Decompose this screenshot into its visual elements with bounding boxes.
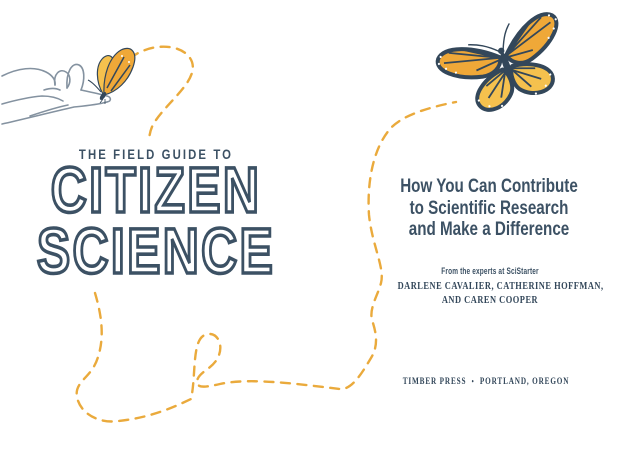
monarch-butterfly-icon	[435, 12, 559, 112]
book-title-line2: SCIENCE	[35, 215, 276, 287]
publisher-imprint: TIMBER PRESS • PORTLAND, OREGON	[402, 377, 569, 387]
publisher-name: TIMBER PRESS	[402, 377, 467, 387]
book-title-line1: CITIZEN	[49, 154, 262, 226]
publisher-location: PORTLAND, OREGON	[479, 377, 570, 387]
perched-butterfly-icon	[87, 47, 136, 104]
series-kicker: THE FIELD GUIDE TO	[78, 147, 234, 162]
book-title: CITIZEN SCIENCE	[34, 154, 277, 287]
experts-credit: From the experts at SciStarter	[441, 266, 539, 276]
flight-path-loop	[75, 100, 458, 423]
flight-path-hook	[128, 45, 194, 141]
subtitle-line1: How You Can Contribute	[400, 176, 578, 197]
hand-icon	[1, 63, 112, 125]
flight-path-trail-icon	[75, 45, 458, 423]
authors-line2: AND CAREN COOPER	[441, 294, 539, 306]
book-subtitle: How You Can Contribute to Scientific Res…	[361, 176, 617, 241]
subtitle-line3: and Make a Difference	[408, 219, 570, 240]
subtitle-line2: to Scientific Research	[409, 197, 569, 219]
authors-line1: DARLENE CAVALIER, CATHERINE HOFFMAN,	[397, 281, 604, 292]
author-names: DARLENE CAVALIER, CATHERINE HOFFMAN, AND…	[397, 280, 604, 307]
bullet-separator-icon: •	[471, 377, 475, 386]
